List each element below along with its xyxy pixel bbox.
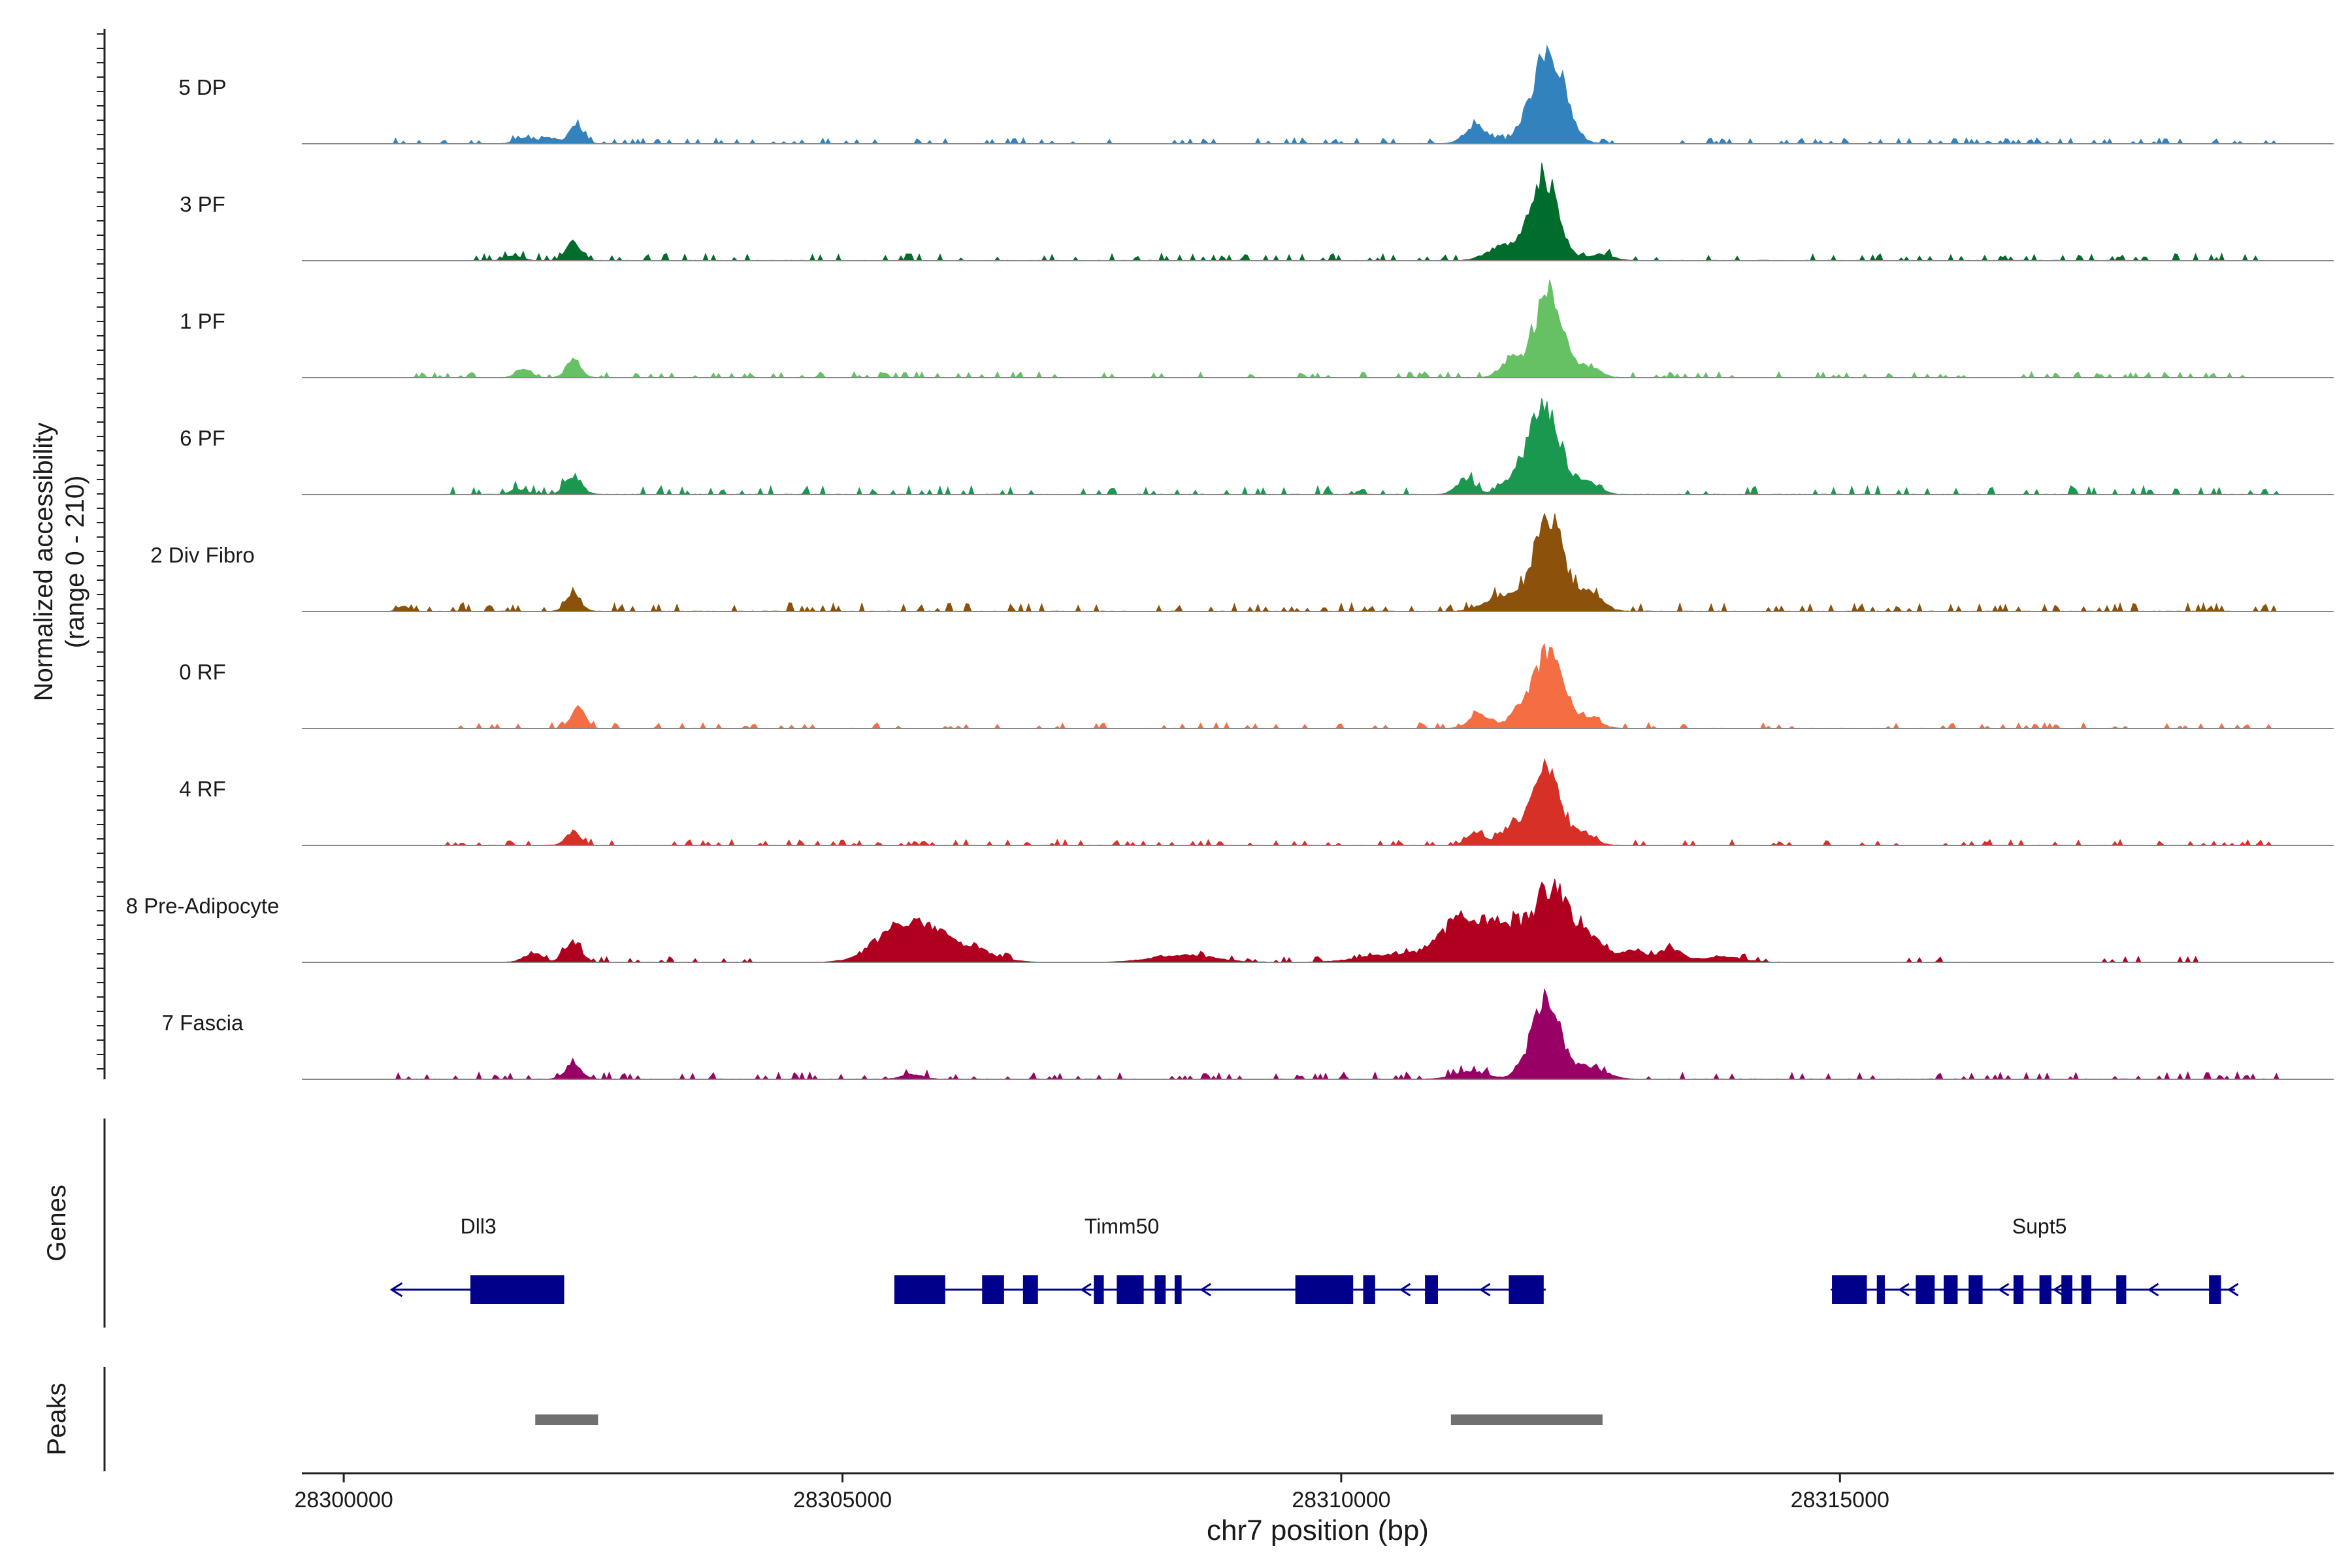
gene-exon — [1944, 1275, 1958, 1304]
coverage-area — [302, 44, 2334, 144]
track-label: 6 PF — [180, 426, 225, 450]
genes-panel-label: Genes — [42, 1184, 71, 1262]
gene-exon — [2061, 1275, 2072, 1304]
gene-annotations: Dll3 Timm50 Supt5 — [389, 1215, 2239, 1304]
gene-exon — [1295, 1275, 1354, 1304]
peaks-panel: Peaks — [42, 1367, 1603, 1471]
peak-region — [535, 1414, 598, 1425]
coverage-tracks: 5 DP 3 PF 1 PF 6 PF 2 Div Fibro 0 RF 4 RF 8 Pre… — [126, 44, 2334, 1081]
track-5-dp: 5 DP — [178, 44, 2334, 144]
gene-label: Dll3 — [461, 1215, 497, 1238]
gene-exon — [1154, 1275, 1166, 1304]
coverage-area — [302, 878, 2334, 963]
gene-exon — [2039, 1275, 2051, 1304]
track-label: 3 PF — [180, 192, 225, 216]
gene-exon — [1876, 1275, 1885, 1304]
coverage-area — [302, 758, 2334, 846]
strand-arrow — [389, 1282, 403, 1298]
strand-arrow — [2147, 1282, 2159, 1297]
strand-arrow — [1898, 1282, 1910, 1297]
gene-exon — [1509, 1275, 1544, 1304]
track-label: 4 RF — [179, 777, 226, 801]
track-0-rf: 0 RF — [179, 642, 2334, 729]
track-7-fascia: 7 Fascia — [162, 988, 2334, 1081]
x-tick-label: 28310000 — [1292, 1488, 1390, 1512]
coverage-area — [302, 398, 2334, 496]
track-label: 1 PF — [180, 309, 225, 333]
strand-arrow — [1997, 1282, 2010, 1297]
coverage-area — [302, 279, 2334, 379]
coverage-area — [302, 642, 2334, 729]
coverage-area — [302, 512, 2334, 613]
strand-arrow — [2052, 1282, 2065, 1297]
gene-exon — [2116, 1275, 2127, 1304]
gene-dll3: Dll3 — [389, 1215, 564, 1304]
x-tick-label: 28300000 — [294, 1488, 393, 1512]
gene-exon — [894, 1275, 945, 1304]
gene-timm50: Timm50 — [894, 1215, 1546, 1304]
strand-arrow — [2227, 1282, 2239, 1297]
track-6-pf: 6 PF — [180, 398, 2334, 496]
genes-panel: Genes Dll3 Timm50 Supt5 — [42, 1119, 2239, 1328]
gene-label: Timm50 — [1085, 1215, 1159, 1238]
track-2-div-fibro: 2 Div Fibro — [150, 512, 2334, 613]
peaks-panel-label: Peaks — [42, 1382, 71, 1455]
peak-regions — [535, 1414, 1603, 1425]
gene-exon — [1832, 1275, 1867, 1304]
gene-exon — [1363, 1275, 1375, 1304]
track-label: 5 DP — [178, 75, 226, 99]
y-axis-label-line2: (range 0 - 210) — [61, 476, 90, 649]
track-label: 0 RF — [179, 660, 226, 684]
strand-arrow — [1200, 1282, 1211, 1297]
x-axis-label: chr7 position (bp) — [1207, 1514, 1429, 1546]
gene-exon — [1094, 1275, 1104, 1304]
coverage-area — [302, 988, 2334, 1081]
track-1-pf: 1 PF — [180, 279, 2334, 379]
gene-exon — [1425, 1275, 1438, 1304]
gene-exon — [1117, 1275, 1144, 1304]
gene-exon — [1022, 1275, 1038, 1304]
gene-exon — [470, 1275, 564, 1304]
track-label: 8 Pre-Adipocyte — [126, 894, 280, 918]
gene-exon — [2209, 1275, 2221, 1304]
track-label: 2 Div Fibro — [150, 543, 255, 567]
gene-exon — [2081, 1275, 2091, 1304]
strand-arrow — [1478, 1282, 1491, 1297]
y-axis — [97, 29, 106, 1079]
track-3-pf: 3 PF — [180, 162, 2334, 261]
gene-exon — [2013, 1275, 2024, 1304]
strand-arrow — [1080, 1282, 1092, 1297]
y-axis-label-line1: Normalized accessibility — [29, 423, 58, 702]
gene-supt5: Supt5 — [1830, 1215, 2239, 1304]
gene-exon — [1174, 1275, 1182, 1304]
gene-exon — [1968, 1275, 1983, 1304]
gene-exon — [982, 1275, 1004, 1304]
x-tick-label: 28315000 — [1791, 1488, 1889, 1512]
track-4-rf: 4 RF — [179, 758, 2334, 846]
x-axis: 28300000 28305000 28310000 28315000 chr7 po… — [294, 1472, 2334, 1546]
y-axis-ticks — [97, 33, 105, 1070]
track-8-pre-adipocyte: 8 Pre-Adipocyte — [126, 878, 2334, 963]
gene-label: Supt5 — [2012, 1215, 2067, 1238]
strand-arrow — [1399, 1282, 1411, 1297]
gene-exon — [1916, 1275, 1935, 1304]
x-axis-ticks: 28300000 28305000 28310000 28315000 — [294, 1473, 1889, 1512]
peak-region — [1450, 1414, 1603, 1425]
coverage-area — [302, 162, 2334, 261]
x-tick-label: 28305000 — [793, 1488, 892, 1512]
track-label: 7 Fascia — [162, 1011, 244, 1035]
